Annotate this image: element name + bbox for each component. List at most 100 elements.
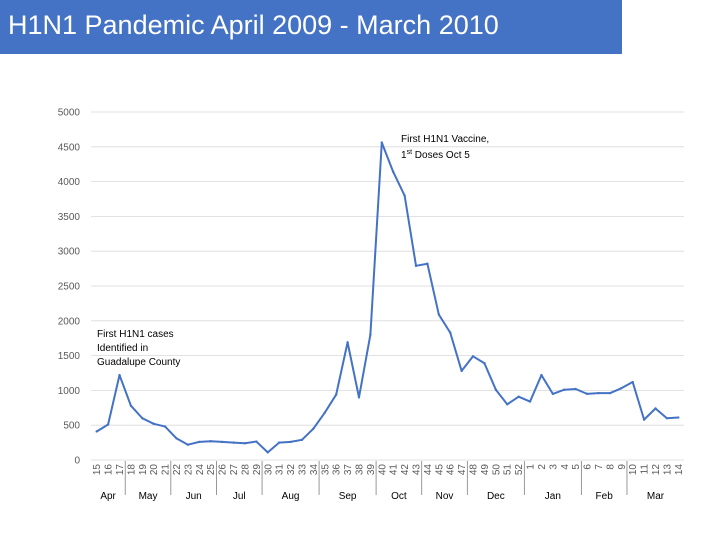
- x-tick-label: 4: [560, 464, 571, 470]
- data-point: [426, 262, 429, 265]
- month-label: Jun: [186, 491, 202, 502]
- x-tick-label: 5: [571, 464, 582, 470]
- x-tick-label: 28: [240, 464, 251, 476]
- y-tick-label: 3500: [58, 212, 81, 223]
- data-point: [460, 369, 463, 373]
- x-tick-label: 49: [480, 464, 491, 476]
- data-point: [392, 170, 395, 174]
- x-tick-label: 11: [640, 464, 651, 475]
- x-tick-label: 24: [195, 464, 206, 476]
- x-tick-label: 25: [206, 464, 217, 476]
- data-point: [540, 373, 543, 377]
- x-tick-label: 16: [104, 464, 115, 476]
- x-tick-label: 9: [617, 464, 628, 470]
- data-point: [654, 407, 657, 410]
- x-tick-label: 41: [389, 464, 400, 476]
- data-point: [95, 430, 98, 433]
- x-tick-label: 6: [583, 464, 594, 470]
- annotation-first-cases: First H1N1 cases: [97, 329, 174, 340]
- data-point: [437, 313, 441, 316]
- data-point: [346, 341, 349, 344]
- x-tick-label: 30: [263, 464, 274, 476]
- data-point: [152, 422, 155, 426]
- data-point: [369, 333, 372, 336]
- x-tick-label: 1: [526, 464, 537, 470]
- data-point: [642, 418, 646, 421]
- data-point: [551, 392, 555, 396]
- data-point: [118, 373, 121, 377]
- month-label: Apr: [100, 491, 116, 502]
- x-tick-label: 51: [503, 464, 514, 476]
- x-tick-label: 20: [149, 464, 160, 476]
- y-tick-label: 500: [63, 421, 80, 432]
- x-tick-label: 39: [366, 464, 377, 476]
- x-tick-label: 7: [594, 464, 605, 470]
- annotation-vaccine: First H1N1 Vaccine,: [401, 134, 489, 145]
- data-point: [631, 380, 634, 384]
- x-tick-label: 15: [92, 464, 103, 476]
- series-line: [96, 141, 679, 454]
- x-tick-label: 48: [469, 464, 480, 476]
- month-label: Feb: [596, 491, 614, 502]
- data-point: [620, 387, 623, 390]
- x-tick-label: 12: [651, 464, 662, 476]
- data-point: [506, 403, 509, 406]
- x-tick-label: 21: [161, 464, 172, 476]
- y-tick-label: 4000: [58, 177, 81, 188]
- data-point: [574, 387, 577, 391]
- data-point: [106, 423, 110, 426]
- x-tick-label: 10: [628, 464, 639, 476]
- x-tick-label: 42: [400, 464, 411, 476]
- data-point: [266, 451, 269, 454]
- x-tick-label: 46: [446, 464, 457, 476]
- y-tick-label: 2500: [58, 282, 81, 293]
- x-tick-label: 27: [229, 464, 240, 476]
- month-label: Jan: [545, 491, 561, 502]
- y-tick-label: 3000: [58, 247, 81, 258]
- x-tick-label: 47: [457, 464, 468, 476]
- x-tick-label: 22: [172, 464, 183, 476]
- x-tick-label: 8: [605, 464, 616, 470]
- data-point: [129, 404, 133, 407]
- x-tick-label: 44: [423, 464, 434, 476]
- annotation-vaccine: 1st Doses Oct 5: [401, 149, 470, 161]
- x-tick-label: 45: [434, 464, 445, 476]
- data-point: [563, 388, 566, 391]
- data-point: [255, 440, 258, 443]
- data-point: [209, 440, 212, 443]
- x-tick-label: 3: [548, 464, 559, 470]
- title-bar: H1N1 Pandemic April 2009 - March 2010: [0, 0, 622, 54]
- x-tick-label: 40: [377, 464, 388, 476]
- data-point: [585, 392, 589, 396]
- data-point: [300, 438, 304, 442]
- x-tick-label: 29: [252, 464, 263, 476]
- data-point: [403, 194, 406, 197]
- data-point: [334, 393, 338, 396]
- month-label: May: [139, 491, 158, 502]
- x-tick-label: 32: [286, 464, 297, 476]
- annotation-first-cases: Guadalupe County: [97, 357, 180, 368]
- data-point: [312, 427, 315, 430]
- data-point: [677, 416, 680, 419]
- y-tick-label: 2000: [58, 316, 81, 327]
- data-point: [198, 440, 201, 444]
- x-tick-label: 35: [320, 464, 331, 476]
- data-point: [380, 141, 383, 144]
- x-tick-label: 52: [514, 464, 525, 476]
- x-tick-label: 31: [275, 464, 286, 476]
- chart-title: H1N1 Pandemic April 2009 - March 2010: [8, 10, 499, 40]
- x-tick-label: 43: [412, 464, 423, 476]
- x-tick-label: 18: [126, 464, 137, 476]
- x-tick-label: 2: [537, 464, 548, 470]
- month-label: Jul: [233, 491, 246, 502]
- data-point: [323, 411, 326, 414]
- x-tick-label: 34: [309, 464, 320, 476]
- data-point: [665, 417, 669, 420]
- data-point: [449, 331, 452, 334]
- x-tick-label: 13: [662, 464, 673, 476]
- x-tick-label: 50: [491, 464, 502, 476]
- y-tick-label: 1500: [58, 351, 81, 362]
- data-point: [163, 425, 167, 428]
- x-tick-label: 38: [354, 464, 365, 476]
